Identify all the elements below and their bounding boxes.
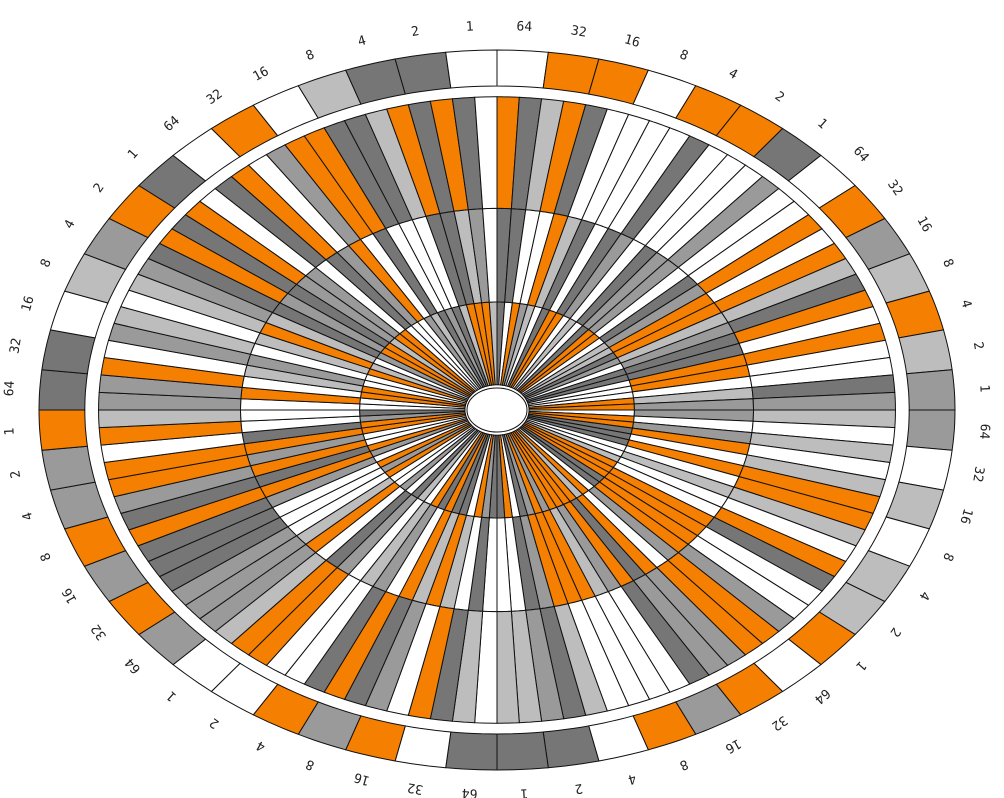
ring-segment: [38, 409, 88, 451]
bit-label: 64: [516, 19, 533, 35]
bit-label: 2: [970, 341, 986, 351]
inner-wedges: [97, 96, 897, 724]
ring-segment: [898, 329, 953, 375]
ring-segment: [38, 369, 88, 411]
ring-segment: [496, 731, 549, 771]
bit-label: 32: [969, 465, 986, 483]
ring-segment: [41, 445, 96, 491]
bit-label: 16: [352, 769, 371, 788]
bit-label: 16: [722, 735, 743, 756]
bit-label: 4: [20, 510, 37, 522]
ring-segment: [542, 725, 600, 769]
ring-segment: [496, 49, 549, 89]
bit-label: 4: [626, 770, 638, 787]
bit-label: 16: [19, 294, 38, 313]
bit-label: 4: [356, 33, 368, 50]
bit-label: 32: [89, 621, 110, 642]
bit-label: 16: [251, 64, 272, 85]
bit-label: 16: [60, 585, 81, 606]
ring-segment: [906, 369, 956, 411]
outer-ring: [38, 49, 956, 771]
bit-label: 32: [406, 779, 424, 796]
bit-label: 64: [976, 423, 992, 440]
bit-label: 32: [769, 712, 790, 733]
ring-segment: [445, 49, 498, 89]
bit-label: 32: [570, 23, 588, 40]
bit-label: 16: [622, 32, 641, 51]
bit-label: 1: [520, 785, 529, 798]
bit-label: 1: [465, 19, 474, 34]
bit-label: 32: [884, 177, 905, 198]
bit-label: 1: [976, 384, 991, 393]
bit-label: 32: [204, 87, 225, 108]
bit-label: 2: [574, 780, 584, 796]
ring-segment: [906, 409, 956, 451]
bit-label: 1: [2, 427, 17, 436]
bit-label: 4: [957, 298, 974, 310]
bit-label: 16: [956, 506, 975, 525]
hub: [466, 387, 528, 433]
bit-label: 64: [2, 380, 18, 397]
bit-label: 2: [8, 469, 24, 479]
bit-label: 16: [914, 214, 935, 235]
ring-segment: [394, 51, 452, 95]
wedge: [474, 96, 498, 210]
bit-label: 64: [461, 785, 478, 798]
ring-segment: [445, 731, 498, 771]
bit-label: 2: [410, 24, 420, 40]
bit-label: 32: [7, 337, 24, 355]
